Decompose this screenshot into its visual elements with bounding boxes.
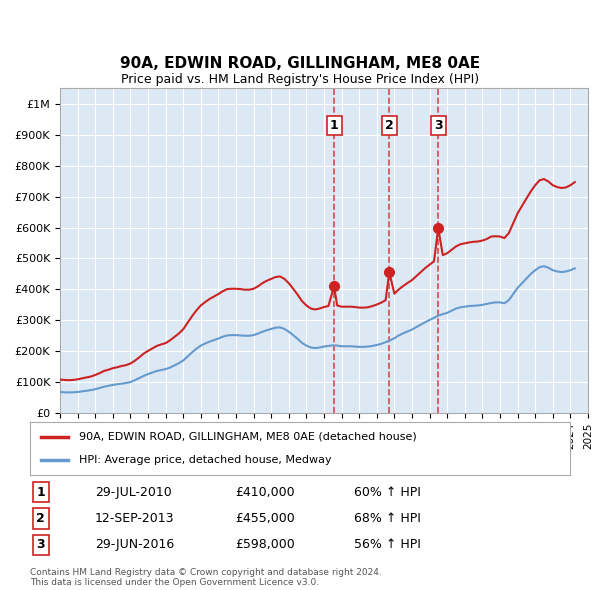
Text: 29-JUL-2010: 29-JUL-2010 — [95, 486, 172, 499]
Text: 12-SEP-2013: 12-SEP-2013 — [95, 512, 175, 525]
Text: Price paid vs. HM Land Registry's House Price Index (HPI): Price paid vs. HM Land Registry's House … — [121, 73, 479, 86]
Text: 29-JUN-2016: 29-JUN-2016 — [95, 538, 174, 551]
Text: HPI: Average price, detached house, Medway: HPI: Average price, detached house, Medw… — [79, 455, 331, 465]
Text: Contains HM Land Registry data © Crown copyright and database right 2024.
This d: Contains HM Land Registry data © Crown c… — [30, 568, 382, 587]
Text: 68% ↑ HPI: 68% ↑ HPI — [354, 512, 421, 525]
Text: 90A, EDWIN ROAD, GILLINGHAM, ME8 0AE (detached house): 90A, EDWIN ROAD, GILLINGHAM, ME8 0AE (de… — [79, 432, 416, 442]
Text: £455,000: £455,000 — [235, 512, 295, 525]
Text: 3: 3 — [434, 119, 443, 132]
Text: 1: 1 — [329, 119, 338, 132]
Text: 2: 2 — [385, 119, 394, 132]
Text: 1: 1 — [37, 486, 45, 499]
Text: 2: 2 — [37, 512, 45, 525]
Text: 56% ↑ HPI: 56% ↑ HPI — [354, 538, 421, 551]
Text: 60% ↑ HPI: 60% ↑ HPI — [354, 486, 421, 499]
Text: £410,000: £410,000 — [235, 486, 295, 499]
Text: 3: 3 — [37, 538, 45, 551]
Text: 90A, EDWIN ROAD, GILLINGHAM, ME8 0AE: 90A, EDWIN ROAD, GILLINGHAM, ME8 0AE — [120, 56, 480, 71]
Text: £598,000: £598,000 — [235, 538, 295, 551]
